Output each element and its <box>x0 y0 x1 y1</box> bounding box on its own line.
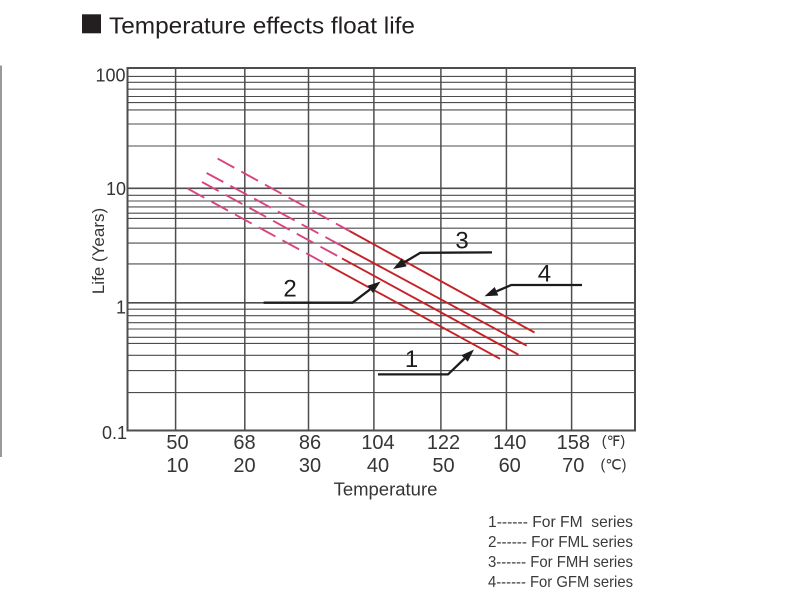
svg-text:2: 2 <box>283 276 296 303</box>
svg-text:60: 60 <box>499 455 521 477</box>
svg-text:20: 20 <box>233 455 255 477</box>
svg-text:(℉): (℉) <box>602 434 625 450</box>
svg-text:2------ For FML series: 2------ For FML series <box>488 534 633 551</box>
svg-text:1------ For FM series: 1------ For FM series <box>488 514 633 531</box>
svg-text:Life (Years): Life (Years) <box>89 208 108 294</box>
svg-text:50: 50 <box>166 432 188 454</box>
svg-text:(℃): (℃) <box>601 458 627 474</box>
svg-text:10: 10 <box>106 179 126 199</box>
svg-text:122: 122 <box>427 432 460 454</box>
svg-text:Temperature: Temperature <box>334 479 438 500</box>
svg-text:68: 68 <box>233 432 255 454</box>
svg-text:3: 3 <box>455 228 468 255</box>
svg-text:4: 4 <box>538 261 551 288</box>
svg-text:10: 10 <box>166 455 188 477</box>
svg-text:86: 86 <box>299 432 321 454</box>
svg-text:158: 158 <box>557 432 590 454</box>
svg-text:1: 1 <box>116 297 126 317</box>
svg-text:50: 50 <box>432 455 454 477</box>
svg-text:30: 30 <box>299 455 321 477</box>
svg-text:3------ For FMH series: 3------ For FMH series <box>488 554 633 571</box>
svg-text:4------ For GFM series: 4------ For GFM series <box>488 574 633 591</box>
svg-text:100: 100 <box>95 65 125 85</box>
svg-text:0.1: 0.1 <box>102 423 127 443</box>
svg-text:70: 70 <box>562 455 584 477</box>
svg-text:1: 1 <box>405 346 418 373</box>
svg-text:Temperature effects float life: Temperature effects float life <box>109 13 415 39</box>
svg-text:140: 140 <box>493 432 526 454</box>
svg-text:104: 104 <box>361 432 394 454</box>
svg-text:40: 40 <box>367 455 389 477</box>
